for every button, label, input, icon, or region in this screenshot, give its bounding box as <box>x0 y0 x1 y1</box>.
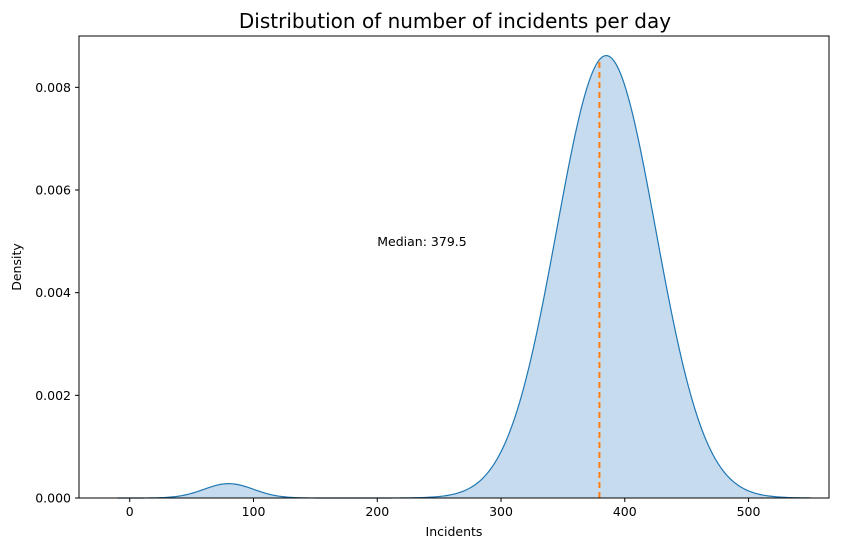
kde-line-0 <box>117 54 811 499</box>
y-tick-label: 0.004 <box>35 285 71 300</box>
x-tick-label: 200 <box>365 504 389 519</box>
x-tick-label: 0 <box>126 504 134 519</box>
y-tick-label: 0.008 <box>35 80 71 95</box>
x-axis: 0 100 200 300 400 500 <box>126 498 761 519</box>
x-tick-label: 400 <box>613 504 637 519</box>
x-tick-label: 500 <box>737 504 761 519</box>
y-tick-label: 0.000 <box>35 491 71 506</box>
kde-fill-area-0 <box>117 55 811 498</box>
y-tick-label: 0.006 <box>35 183 71 198</box>
y-axis: 0.000 0.002 0.004 0.006 0.008 <box>35 80 79 506</box>
x-tick-label: 100 <box>242 504 266 519</box>
axes-frame <box>78 35 830 499</box>
plot-area <box>117 54 811 499</box>
y-tick-label: 0.002 <box>35 388 71 403</box>
y-axis-label: Density <box>9 243 24 291</box>
x-tick-label: 300 <box>489 504 513 519</box>
chart-title: Distribution of number of incidents per … <box>239 9 671 33</box>
median-annotation: Median: 379.5 <box>377 234 466 249</box>
x-axis-label: Incidents <box>426 524 483 539</box>
